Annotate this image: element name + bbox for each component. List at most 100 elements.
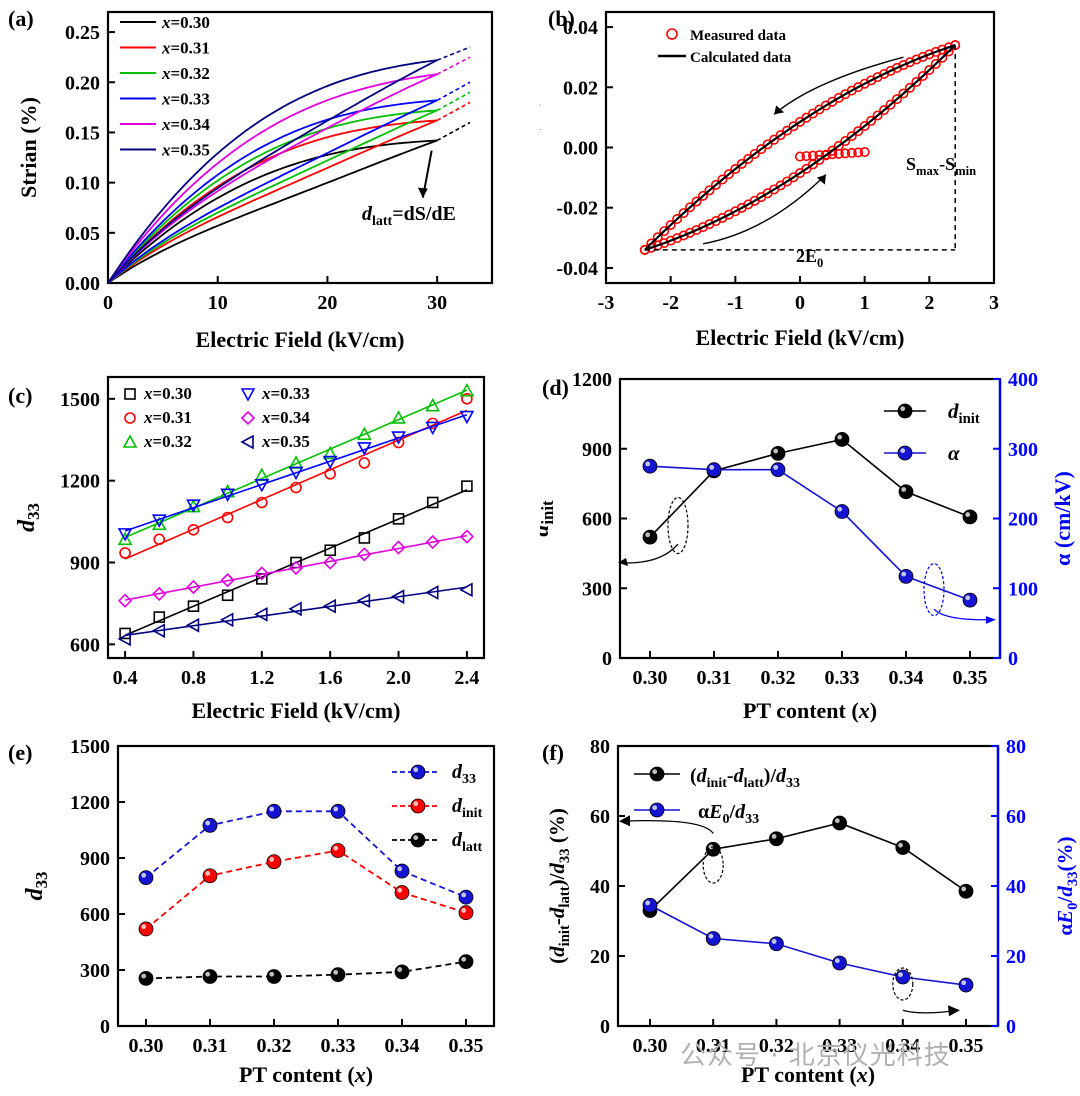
panel-c-legend-label: x=0.33 [261, 384, 310, 403]
panel-e-ytick-label: 0 [100, 1016, 110, 1038]
panel-d-arrowhead-left [618, 558, 628, 567]
panel-f-xtick-label: 0.30 [633, 1035, 668, 1057]
panel-d-xtick-label: 0.32 [761, 667, 796, 689]
panel-c-legend-label: x=0.32 [143, 432, 192, 451]
panel-b-measured-point [710, 179, 721, 190]
panel-b-arrowhead-increasing [816, 174, 826, 185]
panel-c-ytick-label: 1500 [60, 389, 100, 411]
panel-c-point-x=0.34 [425, 534, 440, 550]
panel-d-ylabel: dinit [540, 500, 557, 537]
panel-f-point-αE0/d33 [705, 931, 721, 946]
panel-e-ytick-label: 600 [80, 904, 110, 926]
panel-b-measured-point [904, 82, 915, 93]
panel-f-ylabel: (dinit-dlatt)/d33 (%) [545, 808, 573, 964]
panel-a-series-x=0.33-down [107, 99, 438, 284]
panel-e-point-d_init-highlight [461, 907, 467, 913]
panel-b-measured-point [678, 230, 689, 241]
panel-b-measured-point [672, 233, 683, 244]
panel-c-point-x=0.31 [358, 457, 371, 469]
panel-f-point-αE0/d33-highlight [771, 939, 777, 944]
panel-c-ytick-label: 600 [70, 634, 100, 656]
panel-c-fit-x=0.35 [124, 586, 468, 637]
panel-f-point-αE0/d33 [832, 955, 848, 971]
panel-c-point-x=0.31 [256, 496, 268, 509]
panel-b-measured-point [924, 65, 935, 76]
panel-c-legend-marker [240, 434, 254, 450]
panel-c-fit-x=0.32 [124, 389, 468, 539]
panel-c-legend-marker [124, 412, 136, 424]
panel-d-label: (d) [542, 375, 569, 400]
panel-b-measured-point [665, 235, 676, 246]
panel-e-ylabel: d33 [22, 872, 51, 901]
panel-d-point-d_init-highlight [837, 434, 843, 440]
panel-c-fit-x=0.34 [124, 534, 468, 601]
panel-f-point-αE0/d33-highlight [645, 900, 651, 906]
panel-d-point-d_init-highlight [901, 487, 907, 492]
panel-c-point-x=0.34 [152, 586, 167, 602]
panel-d-point-d_init-highlight [645, 532, 651, 538]
panel-e-point-d_latt [394, 964, 410, 980]
panel-b-measured-point [859, 147, 870, 158]
panel-a-xtick-label: 10 [208, 292, 228, 314]
panel-d-frame [618, 377, 1002, 660]
panel-a: (a) 0 10 20 30 0.00 0.05 0.10 0.15 0.20 0.25 Elect… [8, 6, 494, 352]
panel-a-ytick-label: 0.25 [65, 22, 100, 44]
panel-c-point-x=0.34 [459, 529, 475, 544]
panel-d-point-d_init [642, 529, 658, 545]
panel-f-ytick-label: 0 [600, 1016, 610, 1038]
panel-a-legend-label: x=0.31 [161, 39, 210, 58]
panel-a-series-x=0.35-down [107, 59, 438, 284]
panel-f-legend-label: (dinit-dlatt)/d33 [690, 765, 800, 791]
panel-e-point-d_init-highlight [141, 924, 147, 930]
panel-d-xtick-label: 0.30 [633, 667, 668, 689]
panel-b-measured-point [872, 110, 883, 121]
panel-e-legend-marker-highlight [413, 801, 419, 807]
panel-f-plot: 0.30 0.31 0.32 0.33 0.34 0.35 0 20 40 60 80 0 20 40 60… [545, 736, 1080, 1087]
panel-a-frame [106, 10, 494, 285]
panel-b-measured-point [879, 105, 890, 116]
panel-b-measured-point [820, 149, 831, 160]
panel-e-ytick-label: 900 [80, 848, 110, 870]
panel-d-y2tick-label: 200 [1008, 509, 1038, 531]
panel-e-point-d_init [138, 921, 154, 937]
panel-e-xtick-label: 0.31 [193, 1035, 228, 1057]
panel-d-point-α-highlight [901, 571, 907, 577]
panel-c-point-x=0.34 [117, 593, 133, 608]
panel-d-legend-label: dinit [948, 399, 980, 427]
panel-c-point-x=0.32 [391, 410, 406, 424]
panel-b-measured-point [678, 208, 689, 219]
panel-f-legend-marker-highlight [652, 805, 658, 811]
panel-f-ellipse-left [702, 846, 724, 884]
panel-f-xtick-label: 0.35 [949, 1035, 984, 1057]
panel-e-legend-marker [410, 832, 426, 848]
panel-c-point-x=0.34 [357, 547, 372, 562]
panel-c-xtick-label: 0.8 [181, 667, 206, 689]
panel-d-point-d_init-highlight [965, 512, 971, 517]
panel-b-measured-point [775, 130, 786, 141]
panel-b-measured-point [743, 153, 754, 164]
panel-b-xtick-label: 1 [860, 292, 870, 314]
panel-a-annotation-arrowhead [417, 187, 428, 198]
panel-d-point-α-highlight [837, 506, 843, 512]
panel-a-series-x=0.34-up [107, 73, 438, 284]
panel-e-point-d33 [458, 889, 474, 905]
panel-d-xtick-label: 0.35 [953, 667, 988, 689]
panel-f-ytick-label: 80 [590, 736, 610, 758]
panel-d-ellipse-left [667, 496, 689, 555]
panel-e-point-d_init [202, 868, 218, 884]
panel-e-point-d_init [330, 843, 346, 858]
panel-a-legend-label: x=0.30 [161, 13, 210, 32]
panel-c-point-x=0.33 [151, 514, 167, 528]
panel-e-point-d_init-highlight [269, 857, 275, 862]
panel-b-measured-point [833, 148, 844, 159]
panel-e-point-d33 [394, 863, 410, 879]
panel-e-xtick-label: 0.34 [385, 1035, 420, 1057]
panel-c-point-x=0.35 [356, 593, 371, 609]
panel-b-xtick-label: 2 [924, 292, 934, 314]
panel-f-line-αE0/d33 [649, 904, 967, 986]
panel-c-legend-marker [240, 388, 256, 402]
panel-a-ytick-label: 0.20 [65, 72, 100, 94]
panel-f-ytick-label: 20 [590, 946, 610, 968]
panel-b-xtick-label: -1 [727, 292, 744, 314]
panel-b: (b) -3 -2 -1 0 1 2 3 -0.04 -0.02 0.00 0.02 0.04 Elec… [540, 6, 999, 350]
